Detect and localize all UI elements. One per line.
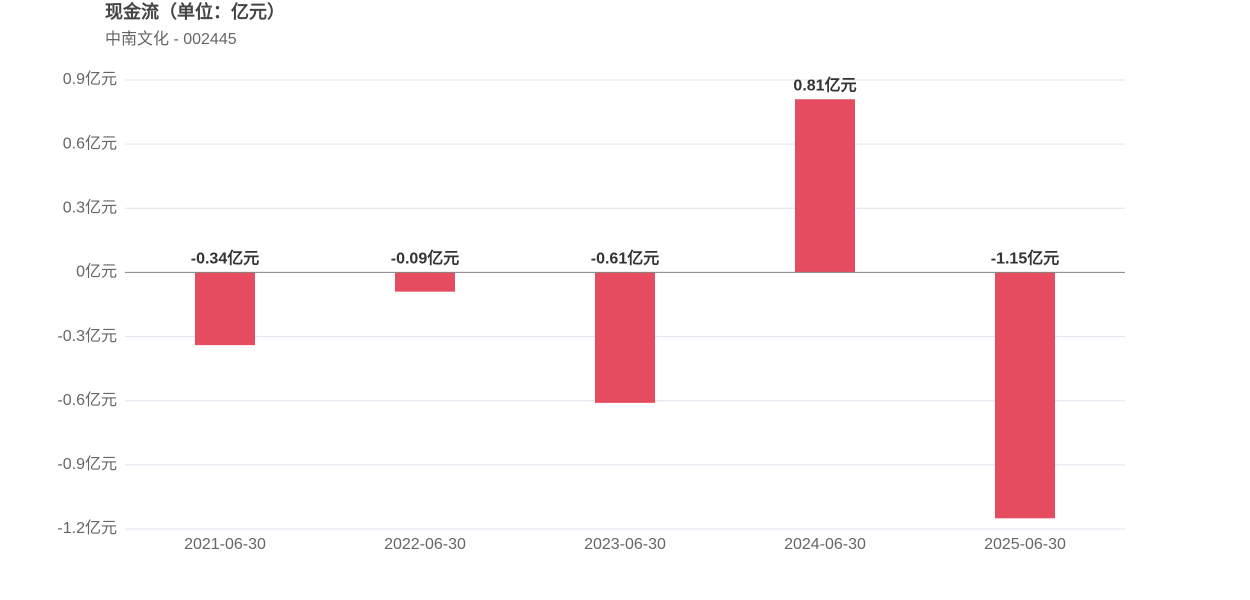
y-tick-label: -0.3亿元 [57, 327, 117, 345]
y-tick-label: -1.2亿元 [57, 519, 117, 537]
y-tick-label: 0.6亿元 [63, 134, 117, 152]
y-tick-label: -0.9亿元 [57, 455, 117, 473]
y-tick-label: -0.6亿元 [57, 391, 117, 409]
x-tick-label: 2023-06-30 [584, 536, 666, 553]
x-tick-label: 2025-06-30 [984, 536, 1066, 553]
value-label: 0.81亿元 [793, 75, 856, 94]
value-label: -0.09亿元 [391, 249, 459, 268]
bar [395, 272, 455, 292]
bar [995, 272, 1055, 519]
x-tick-label: 2024-06-30 [784, 536, 866, 553]
y-tick-label: 0.9亿元 [63, 70, 117, 88]
value-label: -0.34亿元 [191, 249, 259, 268]
y-tick-label: 0.3亿元 [63, 199, 117, 217]
bar [195, 272, 255, 346]
chart-title: 现金流（单位：亿元） [105, 1, 285, 22]
bar [795, 99, 855, 273]
value-label: -1.15亿元 [991, 249, 1059, 268]
value-label: -0.61亿元 [591, 249, 659, 268]
y-tick-label: 0亿元 [76, 263, 117, 281]
chart-subtitle: 中南文化 - 002445 [105, 30, 237, 48]
x-tick-label: 2021-06-30 [184, 536, 266, 553]
bar [595, 272, 655, 403]
x-tick-label: 2022-06-30 [384, 536, 466, 553]
